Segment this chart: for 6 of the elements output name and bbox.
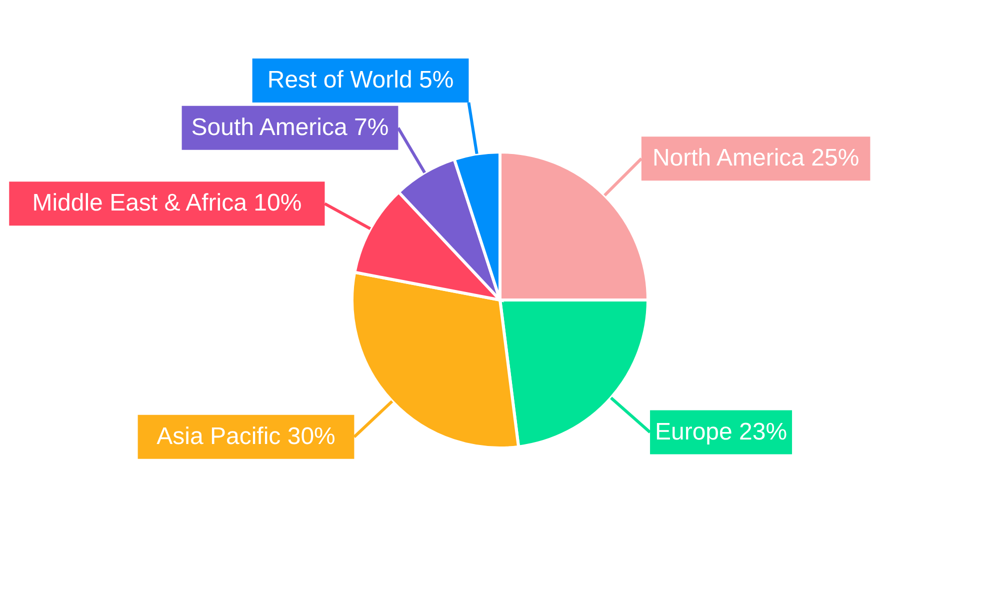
slice-label: Asia Pacific 30%	[156, 422, 336, 450]
slice-label: North America 25%	[652, 144, 860, 172]
slice-label: South America 7%	[191, 114, 389, 141]
slice-label: Rest of World 5%	[267, 66, 454, 94]
slice-label: Europe 23%	[654, 418, 788, 446]
slice-label: Middle East & Africa 10%	[32, 190, 302, 217]
